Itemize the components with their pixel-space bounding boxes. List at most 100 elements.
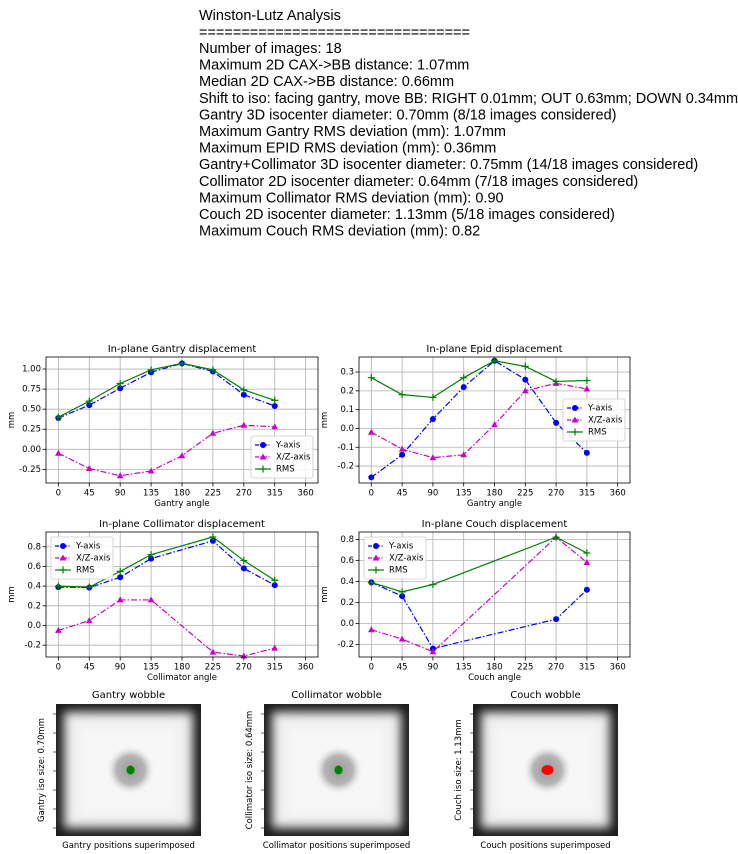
marker <box>117 574 124 581</box>
report-line: Maximum Couch RMS deviation (mm): 0.82 <box>199 224 480 240</box>
marker <box>85 465 93 472</box>
marker <box>178 359 186 367</box>
legend-label: X/Z-axis <box>588 416 623 426</box>
legend-marker <box>60 543 66 549</box>
image-xlabel: Couch positions superimposed <box>480 841 610 851</box>
marker <box>85 617 93 624</box>
marker <box>398 445 406 452</box>
x-axis-label: Gantry angle <box>467 499 522 509</box>
marker <box>398 391 406 399</box>
legend-marker <box>373 543 379 549</box>
x-tick-label: 180 <box>174 663 190 673</box>
marker <box>240 565 247 572</box>
marker <box>368 474 375 481</box>
legend-box <box>250 435 314 479</box>
x-tick-label: 180 <box>486 663 502 673</box>
marker <box>240 421 248 428</box>
report-line: Number of images: 18 <box>199 41 342 57</box>
y-tick-label: 0.2 <box>340 598 354 608</box>
y-tick-label: 0.4 <box>27 582 41 592</box>
marker <box>147 366 155 374</box>
marker <box>116 472 124 479</box>
marker <box>429 454 437 461</box>
marker <box>55 449 62 456</box>
y-tick-label: 0.4 <box>340 577 354 587</box>
marker <box>271 396 279 404</box>
y-tick-label: 0.00 <box>22 445 41 455</box>
x-tick-label: 0 <box>369 663 374 673</box>
x-tick-label: 360 <box>298 489 314 499</box>
marker <box>54 582 62 590</box>
y-tick-label: 0.50 <box>22 405 41 415</box>
x-tick-label: 90 <box>427 489 438 499</box>
series-line <box>371 360 587 399</box>
image-title: Collimator wobble <box>291 690 382 701</box>
x-tick-label: 270 <box>548 663 564 673</box>
bb-position <box>541 765 554 775</box>
image-title: Couch wobble <box>510 690 580 701</box>
marker <box>116 596 124 603</box>
report-line: Gantry 3D isocenter diameter: 0.70mm (8/… <box>199 107 616 123</box>
image-xlabel: Collimator positions superimposed <box>263 841 410 851</box>
legend-marker <box>59 566 67 574</box>
marker <box>367 374 375 382</box>
legend-label: Y-axis <box>388 542 414 552</box>
report-separator: ================================ <box>199 25 470 41</box>
legend-label: X/Z-axis <box>276 453 311 463</box>
x-tick-label: 225 <box>517 663 533 673</box>
series-line <box>370 360 588 478</box>
x-tick-label: 180 <box>486 489 502 499</box>
legend-label: X/Z-axis <box>76 554 111 564</box>
marker <box>117 385 124 392</box>
chart-title: In-plane Couch displacement <box>422 519 568 530</box>
x-tick-label: 270 <box>236 489 252 499</box>
legend-box <box>562 398 626 442</box>
marker <box>429 393 437 401</box>
x-axis-label: Couch angle <box>468 673 521 683</box>
x-tick-label: 90 <box>115 663 126 673</box>
y-tick-label: 0.1 <box>340 405 354 415</box>
legend-label: Y-axis <box>587 404 613 414</box>
y-tick-label: 0.0 <box>340 424 354 434</box>
marker <box>553 616 560 623</box>
marker <box>553 419 560 426</box>
x-tick-label: 45 <box>84 663 95 673</box>
marker <box>583 558 591 565</box>
marker <box>398 588 406 596</box>
plot-frame <box>358 531 631 658</box>
report-line: Maximum Gantry RMS deviation (mm): 1.07m… <box>199 124 506 140</box>
y-tick-label: 0.0 <box>340 619 354 629</box>
y-tick-label: -0.2 <box>24 641 41 651</box>
wobble-image <box>56 704 201 836</box>
y-tick-label: 0.8 <box>27 542 41 552</box>
legend-marker <box>260 442 266 448</box>
marker <box>583 586 590 593</box>
x-tick-label: 315 <box>267 489 283 499</box>
y-tick-label: 0.0 <box>27 621 41 631</box>
legend-marker <box>571 428 579 436</box>
marker <box>209 429 217 436</box>
marker <box>85 583 93 591</box>
report-line: Collimator 2D isocenter diameter: 0.64mm… <box>199 174 638 190</box>
report-line: Median 2D CAX->BB distance: 0.66mm <box>199 74 454 90</box>
marker <box>491 357 498 365</box>
marker <box>271 576 279 584</box>
plot-frame <box>45 356 319 484</box>
legend-label: RMS <box>389 566 408 576</box>
marker <box>399 593 406 600</box>
marker <box>209 648 217 655</box>
x-tick-label: 270 <box>548 489 564 499</box>
image-xlabel: Gantry positions superimposed <box>62 841 195 851</box>
series-line <box>371 536 588 653</box>
series-line <box>58 362 275 419</box>
x-tick-label: 315 <box>267 663 283 673</box>
bb-position <box>334 765 343 775</box>
legend-marker <box>571 416 579 423</box>
report-line: Maximum Collimator RMS deviation (mm): 0… <box>199 190 504 206</box>
marker <box>460 374 468 382</box>
marker <box>209 366 217 374</box>
y-axis-label: mm <box>7 586 17 603</box>
marker <box>147 467 155 474</box>
legend-label: Y-axis <box>275 441 301 451</box>
x-tick-label: 90 <box>427 663 438 673</box>
